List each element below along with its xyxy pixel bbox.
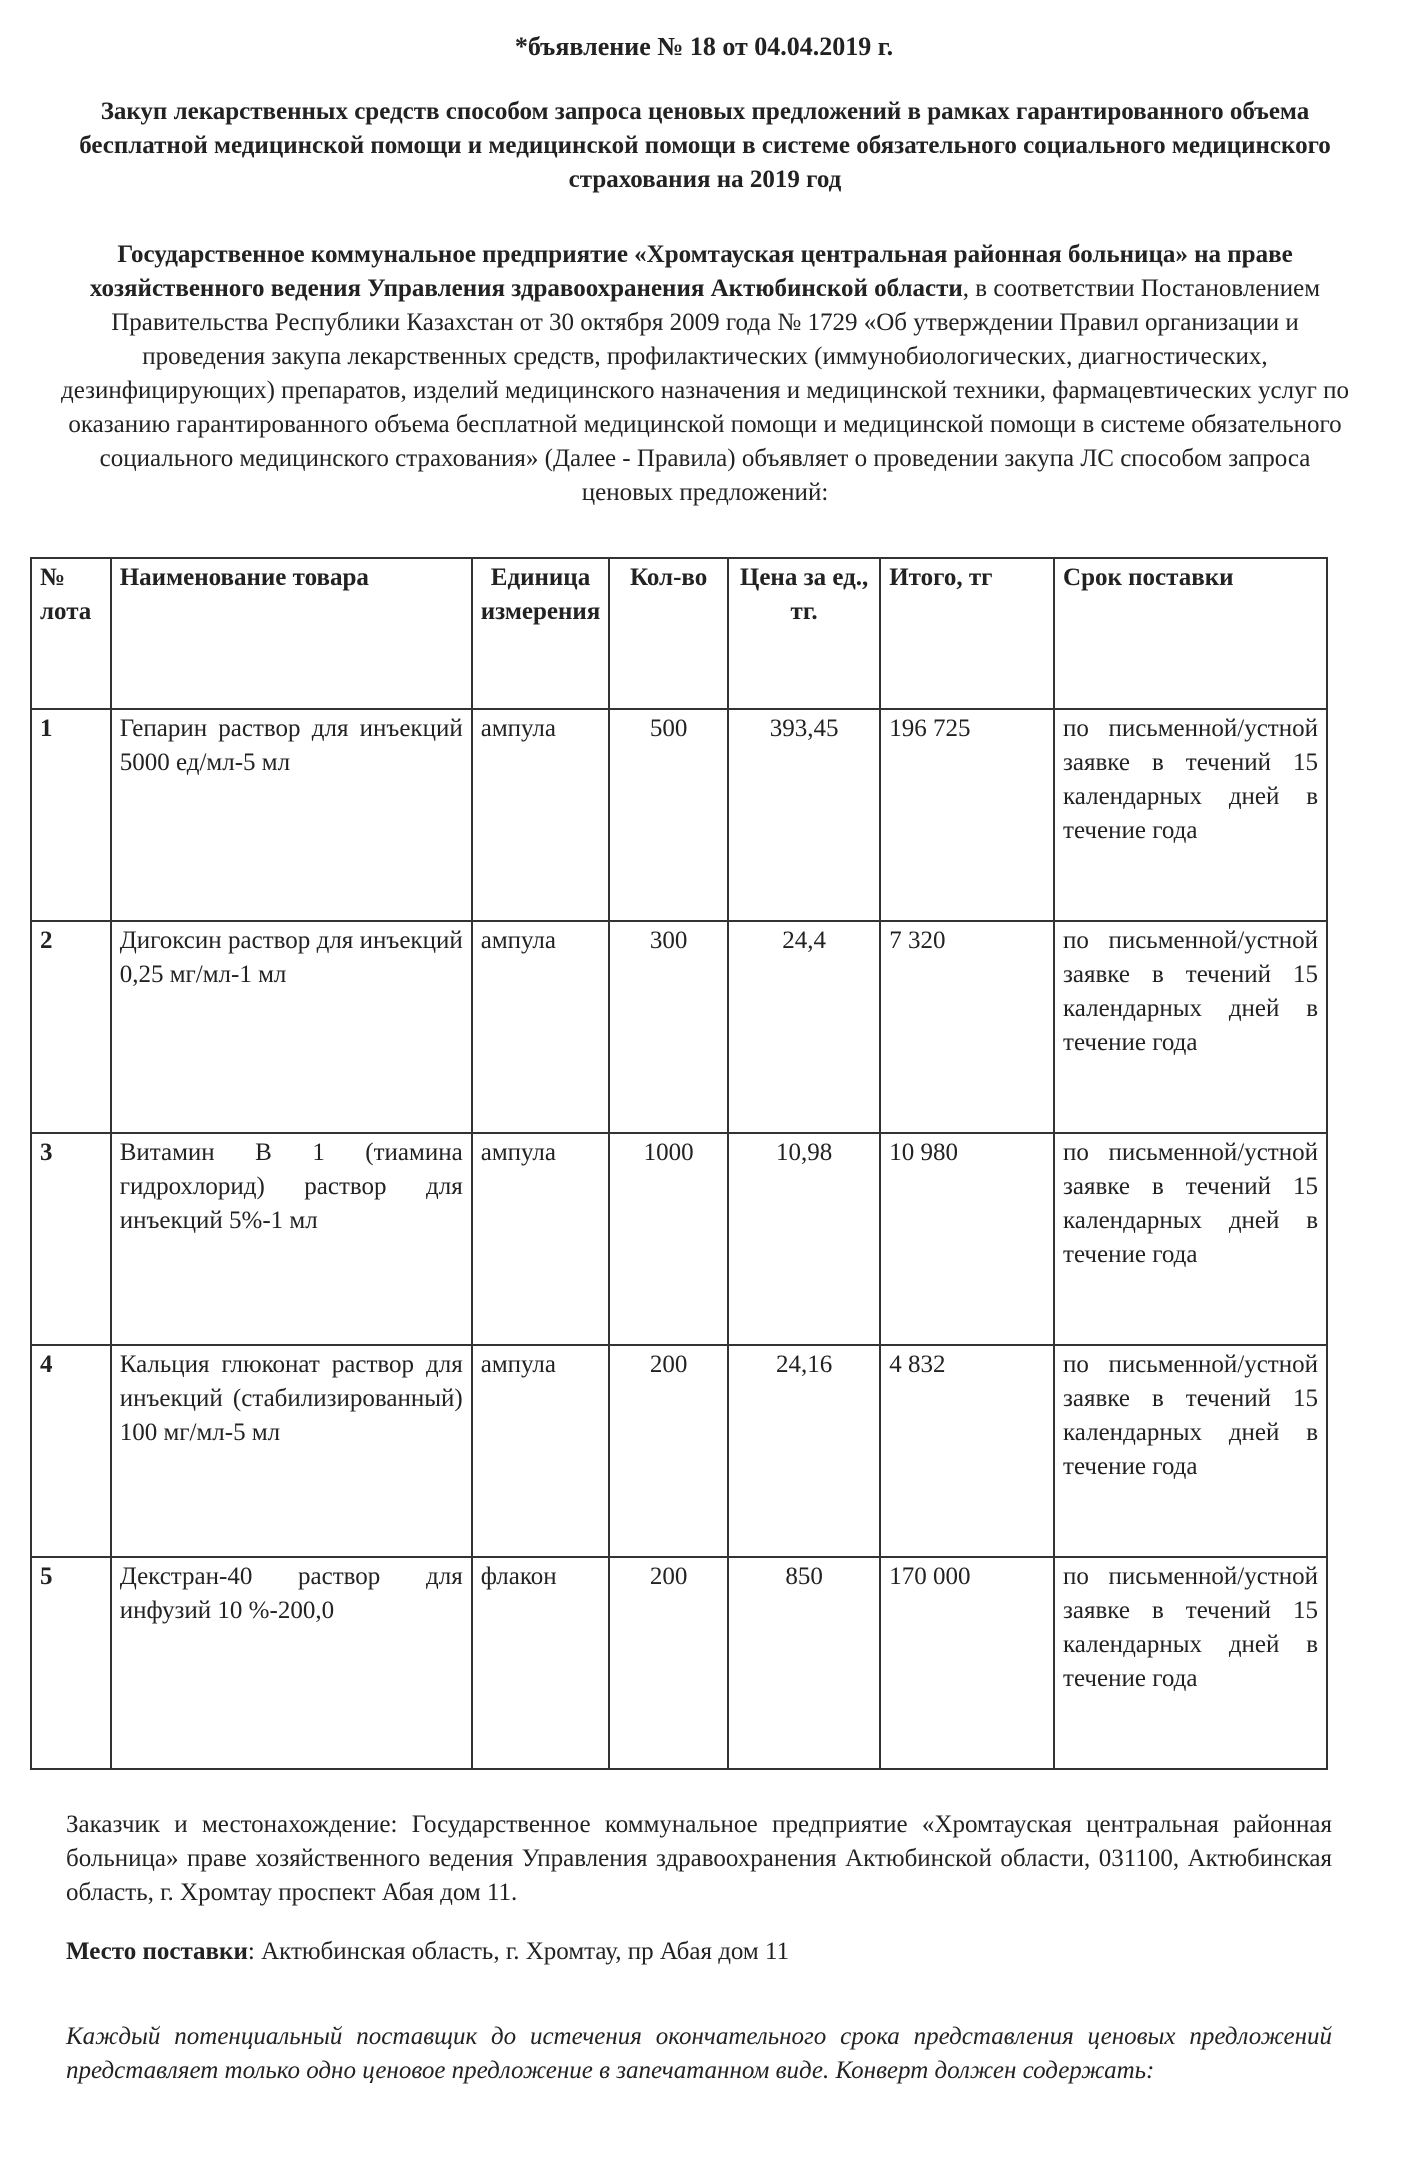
table-row: 2 Дигоксин раствор для инъекций 0,25 мг/м… xyxy=(30,920,1328,1134)
table-row: 1 Гепарин раствор для инъекций 5000 ед/мл… xyxy=(30,708,1328,922)
cell-lot: 5 xyxy=(30,1556,112,1770)
submission-note: Каждый потенциальный поставщик до истече… xyxy=(66,2023,1332,2084)
cell-name: Гепарин раствор для инъекций 5000 ед/мл-… xyxy=(109,708,473,922)
header-unit: Единица измерения xyxy=(470,557,611,710)
cell-qty: 200 xyxy=(608,1344,729,1558)
cell-unit: ампула xyxy=(470,708,611,922)
cell-lot: 2 xyxy=(30,920,112,1134)
header-total: Итого, тг xyxy=(879,557,1056,710)
intro-text: , в соответствии Постановлением Правител… xyxy=(61,275,1349,506)
cell-delivery: по письменной/устной заявке в течений 15… xyxy=(1053,1132,1328,1346)
cell-price: 24,4 xyxy=(726,920,882,1134)
intro-paragraph: Государственное коммунальное предприятие… xyxy=(60,238,1350,510)
header-qty: Кол-во xyxy=(608,557,729,710)
cell-price: 10,98 xyxy=(726,1132,882,1346)
cell-name: Декстран-40 раствор для инфузий 10 %-200… xyxy=(109,1556,473,1770)
announcement-title: *бъявление № 18 от 04.04.2019 г. xyxy=(514,32,894,61)
table-header-row: № лота Наименование товара Единица измер… xyxy=(30,557,1328,710)
table-row: 5 Декстран-40 раствор для инфузий 10 %-20… xyxy=(30,1556,1328,1770)
header-lot: № лота xyxy=(30,557,112,710)
cell-lot: 1 xyxy=(30,708,112,922)
cell-total: 10 980 xyxy=(879,1132,1056,1346)
cell-qty: 200 xyxy=(608,1556,729,1770)
cell-total: 170 000 xyxy=(879,1556,1056,1770)
cell-total: 4 832 xyxy=(879,1344,1056,1558)
cell-qty: 300 xyxy=(608,920,729,1134)
table-row: 3 Витамин В 1 (тиамина гидрохлорид) раств… xyxy=(30,1132,1328,1346)
delivery-place-label: Место поставки xyxy=(66,1938,248,1965)
cell-total: 7 320 xyxy=(879,920,1056,1134)
cell-name: Кальция глюконат раствор для инъекций (с… xyxy=(109,1344,473,1558)
lots-table: № лота Наименование товара Единица измер… xyxy=(30,557,1328,1770)
cell-unit: ампула xyxy=(470,1132,611,1346)
cell-price: 850 xyxy=(726,1556,882,1770)
cell-name: Дигоксин раствор для инъекций 0,25 мг/мл… xyxy=(109,920,473,1134)
cell-price: 24,16 xyxy=(726,1344,882,1558)
cell-unit: флакон xyxy=(470,1556,611,1770)
delivery-place: Место поставки: Актюбинская область, г. … xyxy=(66,1935,1332,1969)
organizer-name: Государственное коммунальное предприятие… xyxy=(89,241,1293,302)
header-price: Цена за ед., тг. xyxy=(726,557,882,710)
delivery-place-value: : Актюбинская область, г. Хромтау, пр Аб… xyxy=(247,1938,790,1965)
cell-unit: ампула xyxy=(470,920,611,1134)
cell-delivery: по письменной/устной заявке в течений 15… xyxy=(1053,1344,1328,1558)
cell-delivery: по письменной/устной заявке в течений 15… xyxy=(1053,920,1328,1134)
cell-price: 393,45 xyxy=(726,708,882,922)
customer-info: Заказчик и местонахождение: Государствен… xyxy=(66,1811,1332,1906)
table-row: 4 Кальция глюконат раствор для инъекций (… xyxy=(30,1344,1328,1558)
cell-lot: 4 xyxy=(30,1344,112,1558)
header-name: Наименование товара xyxy=(109,557,473,710)
cell-qty: 1000 xyxy=(608,1132,729,1346)
procurement-subject: Закуп лекарственных средств способом зап… xyxy=(79,98,1331,193)
cell-unit: ампула xyxy=(470,1344,611,1558)
cell-delivery: по письменной/устной заявке в течений 15… xyxy=(1053,708,1328,922)
cell-total: 196 725 xyxy=(879,708,1056,922)
header-delivery: Срок поставки xyxy=(1053,557,1328,710)
cell-delivery: по письменной/устной заявке в течений 15… xyxy=(1053,1556,1328,1770)
cell-qty: 500 xyxy=(608,708,729,922)
cell-name: Витамин В 1 (тиамина гидрохлорид) раство… xyxy=(109,1132,473,1346)
cell-lot: 3 xyxy=(30,1132,112,1346)
